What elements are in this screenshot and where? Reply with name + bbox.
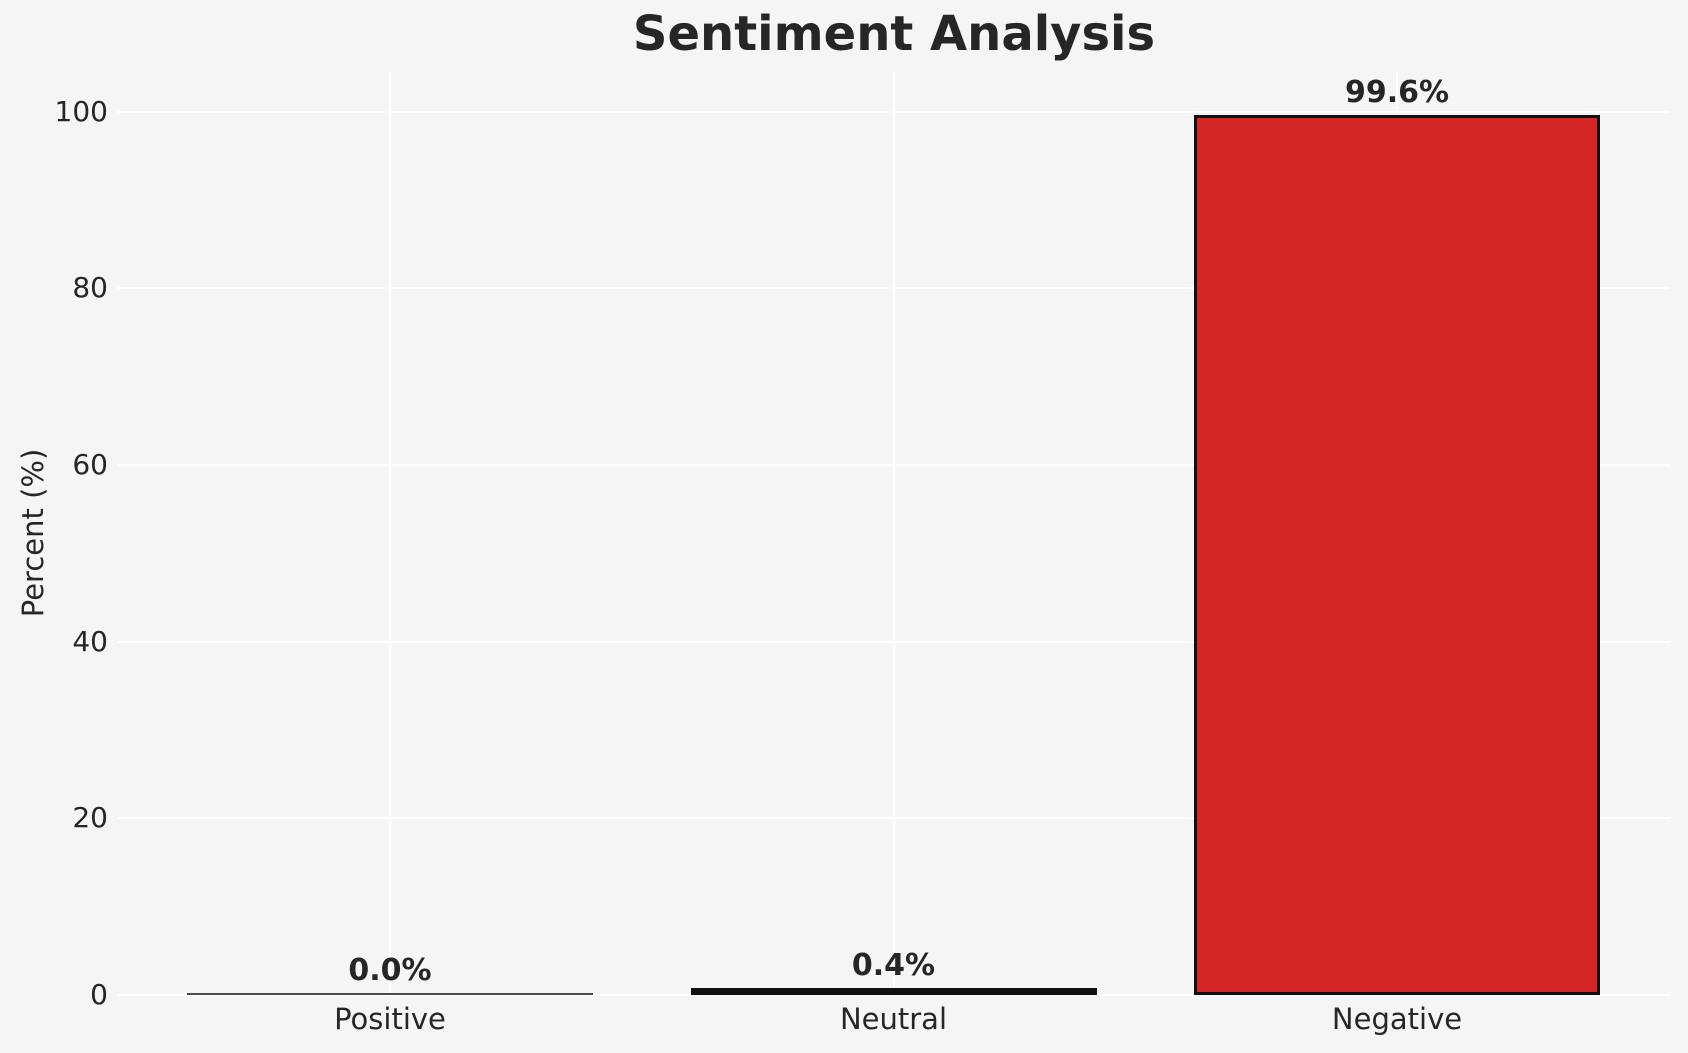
y-tick-label-0: 0	[90, 978, 108, 1011]
v-gridline-positive	[389, 72, 391, 995]
chart-title: Sentiment Analysis	[632, 6, 1156, 62]
y-tick-label-80: 80	[72, 271, 108, 305]
h-gridline-0	[118, 994, 1670, 996]
y-tick-label-40: 40	[72, 624, 108, 658]
y-tick-label-100: 100	[54, 94, 108, 128]
bar-value-label-neutral: 0.4%	[851, 948, 936, 983]
x-tick-label-negative: Negative	[1331, 1002, 1463, 1036]
bar-neutral	[690, 988, 1097, 995]
bar-negative	[1194, 115, 1600, 995]
bar-value-label-negative: 99.6%	[1344, 75, 1450, 110]
x-tick-label-positive: Positive	[334, 1002, 446, 1036]
y-tick-label-60: 60	[72, 448, 108, 482]
y-tick-label-20: 20	[72, 801, 108, 835]
v-gridline-neutral	[892, 72, 895, 995]
x-tick-label-neutral: Neutral	[839, 1002, 948, 1036]
bar-value-label-positive: 0.0%	[348, 953, 432, 988]
y-axis-label: Percent (%)	[16, 448, 50, 618]
bar-positive	[187, 993, 593, 995]
